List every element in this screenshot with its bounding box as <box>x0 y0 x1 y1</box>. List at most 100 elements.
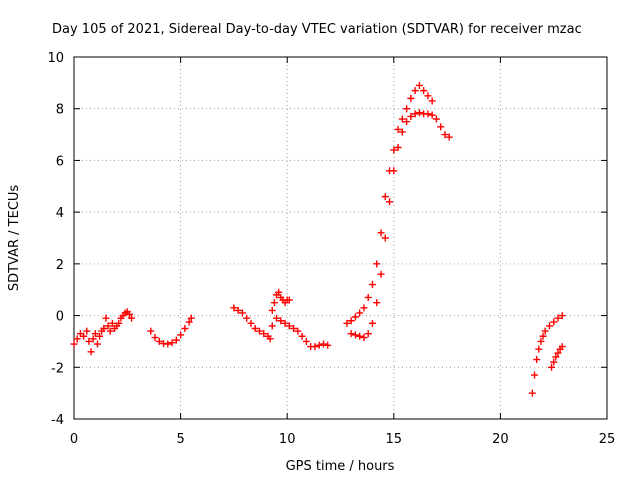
x-axis-title: GPS time / hours <box>286 459 395 474</box>
data-point <box>381 234 389 242</box>
data-point <box>533 356 541 364</box>
data-point <box>424 110 432 118</box>
data-point <box>268 306 276 314</box>
x-tick-label: 0 <box>70 432 78 447</box>
data-point <box>87 348 95 356</box>
data-point <box>537 337 545 345</box>
data-point <box>398 128 406 136</box>
data-point <box>93 340 101 348</box>
data-point <box>91 330 99 338</box>
data-point <box>364 330 372 338</box>
data-point <box>545 322 553 330</box>
data-point <box>315 341 323 349</box>
tick-marks <box>73 56 608 420</box>
data-point <box>394 125 402 133</box>
data-point <box>424 92 432 100</box>
data-point <box>230 304 238 312</box>
data-point <box>390 146 398 154</box>
data-point <box>377 229 385 237</box>
data-point <box>151 334 159 342</box>
data-point <box>243 314 251 322</box>
data-point <box>373 260 381 268</box>
data-point <box>168 339 176 347</box>
data-point <box>552 353 560 361</box>
data-point <box>554 314 562 322</box>
data-point <box>89 335 97 343</box>
plot-frame <box>73 56 608 420</box>
data-point <box>100 325 108 332</box>
data-point <box>266 335 274 343</box>
data-point <box>394 144 402 151</box>
data-point <box>298 332 306 340</box>
data-point <box>96 332 104 340</box>
data-point <box>164 340 172 348</box>
y-tick-label: 8 <box>56 103 64 118</box>
data-point <box>554 349 562 357</box>
data-point <box>177 331 185 339</box>
y-tick-label: 2 <box>56 258 64 273</box>
data-point <box>386 198 394 206</box>
data-point <box>415 109 423 117</box>
data-point <box>324 341 332 349</box>
x-tick-label: 25 <box>599 432 616 447</box>
data-point <box>238 309 246 317</box>
data-point <box>187 314 195 322</box>
data-point <box>441 131 449 139</box>
y-tick-label: 4 <box>56 206 64 221</box>
data-point <box>541 327 549 335</box>
data-point <box>407 94 415 102</box>
data-point <box>548 363 556 371</box>
data-point <box>445 133 453 141</box>
data-point <box>251 325 259 332</box>
data-point <box>270 299 278 307</box>
series-seg2 <box>100 308 136 335</box>
series-seg8 <box>347 109 453 342</box>
data-point <box>377 270 385 278</box>
series-seg4 <box>230 304 274 343</box>
data-point <box>281 319 289 327</box>
data-point <box>351 313 359 321</box>
data-points <box>70 81 566 397</box>
data-point <box>247 319 255 327</box>
data-point <box>285 296 293 304</box>
x-tick-label: 20 <box>492 432 509 447</box>
data-point <box>535 345 543 353</box>
data-point <box>343 319 351 327</box>
y-tick-label: -2 <box>51 361 64 376</box>
data-point <box>155 337 163 345</box>
data-point <box>360 304 368 312</box>
data-point <box>403 118 411 126</box>
data-point <box>185 318 193 326</box>
series-seg5 <box>268 288 293 314</box>
y-tick-label: 6 <box>56 154 64 169</box>
data-point <box>428 111 436 119</box>
data-point <box>411 110 419 118</box>
data-point <box>356 309 364 317</box>
data-point <box>275 288 283 296</box>
x-tick-label: 15 <box>386 432 403 447</box>
data-point <box>432 115 440 123</box>
data-point <box>403 105 411 113</box>
chart-title: Day 105 of 2021, Sidereal Day-to-day VTE… <box>52 22 582 37</box>
data-point <box>255 327 263 335</box>
data-point <box>364 293 372 301</box>
y-tick-labels: -4 -2 0 2 4 6 8 10 <box>47 51 64 428</box>
data-point <box>181 325 189 332</box>
x-tick-label: 10 <box>279 432 296 447</box>
data-point <box>290 325 298 332</box>
data-point <box>108 319 116 327</box>
data-point <box>368 319 376 327</box>
data-point <box>319 340 327 348</box>
data-point <box>428 97 436 105</box>
data-point <box>558 312 566 320</box>
series-seg10 <box>548 343 566 371</box>
data-point <box>302 337 310 345</box>
data-point <box>550 318 558 326</box>
series-seg9 <box>528 312 566 397</box>
data-point <box>373 299 381 307</box>
data-point <box>528 389 536 397</box>
data-point <box>360 334 368 342</box>
data-point <box>351 331 359 339</box>
data-point <box>415 81 423 89</box>
